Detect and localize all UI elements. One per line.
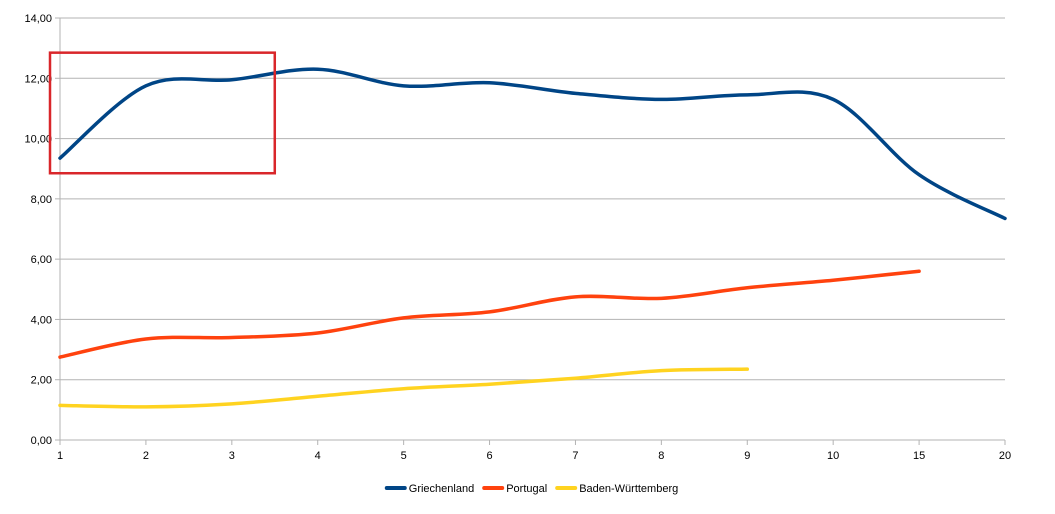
y-tick-label: 12,00: [24, 73, 52, 85]
x-tick-label: 20: [999, 450, 1011, 462]
series-line-baden-w-rttemberg: [58, 367, 750, 409]
y-tick-label: 6,00: [31, 254, 52, 266]
x-tick-label: 1: [57, 450, 63, 462]
x-tick-label: 8: [658, 450, 664, 462]
series-line-portugal: [58, 269, 921, 359]
x-tick-label: 7: [572, 450, 578, 462]
y-tick-label: 14,00: [24, 13, 52, 25]
x-tick-label: 5: [401, 450, 407, 462]
annotations: [48, 51, 277, 175]
gridlines: [60, 17, 1005, 441]
x-tick-label: 4: [315, 450, 321, 462]
x-tick-label: 6: [486, 450, 492, 462]
x-tick-label: 2: [143, 450, 149, 462]
legend-label-griechenland: Griechenland: [409, 483, 474, 495]
x-tick-label: 9: [744, 450, 750, 462]
y-tick-label: 10,00: [24, 134, 52, 146]
legend-label-baden-w-rttemberg: Baden-Württemberg: [579, 483, 678, 495]
x-axis: 1 2 3 4 5 6 7 8 9 10 15 20: [57, 439, 1011, 462]
y-tick-label: 8,00: [31, 194, 52, 206]
y-tick-label: 0,00: [31, 435, 52, 447]
y-tick-label: 4,00: [31, 314, 52, 326]
x-tick-label: 3: [229, 450, 235, 462]
y-axis: 0,00 2,00 4,00 6,00 8,00 10,00 12,00 14,00: [24, 13, 61, 447]
x-tick-label: 15: [913, 450, 925, 462]
highlight-box: [48, 51, 277, 175]
series-line-griechenland: [58, 67, 1007, 221]
legend-label-portugal: Portugal: [506, 483, 547, 495]
x-tick-label: 10: [827, 450, 839, 462]
y-tick-label: 2,00: [31, 375, 52, 387]
series-lines: [58, 67, 1007, 409]
legend: Griechenland Portugal Baden-Württemberg: [384, 483, 678, 495]
